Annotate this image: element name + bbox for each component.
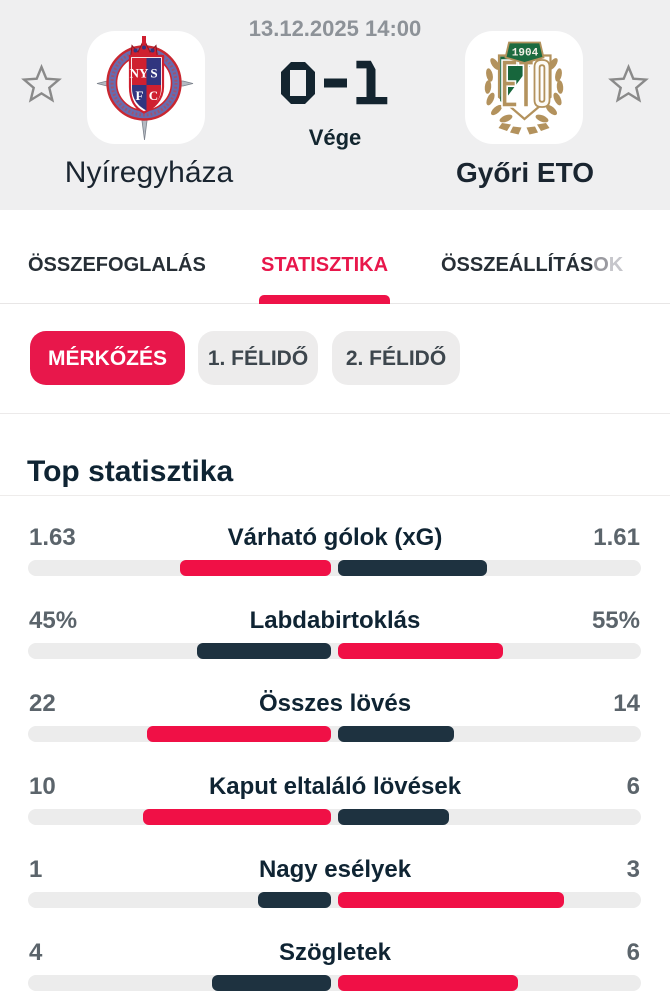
svg-text:1904: 1904 xyxy=(512,48,539,60)
svg-text:C: C xyxy=(149,88,158,103)
svg-text:F: F xyxy=(136,88,144,103)
svg-text:NY: NY xyxy=(130,66,149,81)
svg-text:S: S xyxy=(150,66,157,81)
